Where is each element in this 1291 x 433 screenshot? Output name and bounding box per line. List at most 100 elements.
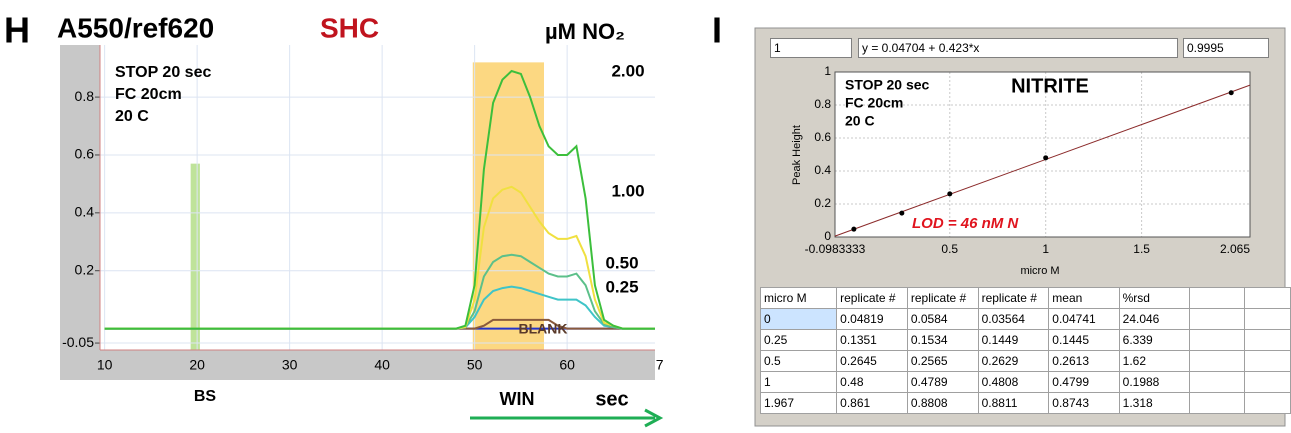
empty-cell <box>1188 308 1246 330</box>
series-label: BLANK <box>519 321 568 337</box>
y-axis-label: Peak Height <box>791 125 803 185</box>
empty-cell <box>1244 308 1291 330</box>
annotation: 20 C <box>845 113 875 129</box>
arrow-head <box>644 408 664 428</box>
table-cell: 0.4808 <box>977 371 1050 393</box>
y-tick-label: 0.6 <box>814 130 831 144</box>
table-cell: micro M <box>759 287 838 309</box>
band-label: WIN <box>500 389 535 409</box>
table-cell: 0.4789 <box>906 371 979 393</box>
x-tick-label: 30 <box>282 357 298 373</box>
table-cell: 0.03564 <box>977 308 1050 330</box>
empty-cell <box>1188 287 1246 309</box>
y-tick-label: 0.8 <box>75 88 95 104</box>
y-tick-label: 0.2 <box>814 196 831 210</box>
lod-label: LOD = 46 nM N <box>912 215 1019 232</box>
table-cell: 1.318 <box>1118 392 1190 414</box>
empty-cell <box>1244 392 1291 414</box>
panel-label: H <box>4 10 30 51</box>
point <box>1228 90 1234 96</box>
y-tick-label: 0.2 <box>75 261 95 277</box>
table-cell: 0.8808 <box>906 392 979 414</box>
empty-cell <box>1188 392 1246 414</box>
y-tick-label: 0.4 <box>75 204 95 220</box>
table-cell: 1.62 <box>1118 350 1190 372</box>
x-tick-label: 1 <box>1042 242 1049 256</box>
point <box>851 226 857 232</box>
chart-subtitle: SHC <box>320 12 379 43</box>
equation-field[interactable]: y = 0.04704 + 0.423*x <box>858 38 1178 58</box>
series-label: 1.00 <box>611 181 644 200</box>
table-cell: 0.8743 <box>1048 392 1120 414</box>
band-label: BS <box>194 388 217 405</box>
x-tick-label: 0.5 <box>941 242 958 256</box>
unit-label: µM NO₂ <box>545 19 625 44</box>
table-cell: 0.25 <box>759 329 838 351</box>
empty-cell <box>1244 371 1291 393</box>
table-cell: 0.1449 <box>977 329 1050 351</box>
x-tick-label: 2.065 <box>1220 242 1250 256</box>
table-cell: 0 <box>759 308 838 330</box>
r2-field[interactable]: 0.9995 <box>1183 38 1269 58</box>
series-line <box>104 69 655 330</box>
x-tick-label: 10 <box>97 357 113 373</box>
point <box>947 191 953 197</box>
series-label: 0.50 <box>605 253 638 272</box>
table-cell: 0.2565 <box>906 350 979 372</box>
table-cell: 0.1351 <box>836 329 908 351</box>
table-cell: replicate # <box>836 287 908 309</box>
x-tick-label: -0.0983333 <box>805 242 866 256</box>
table-cell: 24.046 <box>1118 308 1190 330</box>
order-field[interactable]: 1 <box>770 38 852 58</box>
x-tick-label: 60 <box>559 357 575 373</box>
y-tick-label: -0.05 <box>62 334 94 350</box>
table-cell: replicate # <box>906 287 979 309</box>
x-unit: sec <box>595 388 628 410</box>
y-tick-label: 1 <box>824 64 831 78</box>
plot-border <box>834 71 1251 238</box>
y-tick-label: 0.4 <box>814 163 831 177</box>
point <box>1043 155 1049 161</box>
chart-title: NITRITE <box>1011 75 1089 97</box>
band <box>190 163 200 350</box>
y-tick-label: 0.8 <box>814 97 831 111</box>
table-cell: 0.4799 <box>1048 371 1120 393</box>
table-row: 0.5 0.2645 0.2565 0.2629 0.2613 1.62 <box>759 350 1291 372</box>
annotation: FC 20cm <box>845 95 903 111</box>
empty-cell <box>1188 371 1246 393</box>
table-row: 0 0.04819 0.0584 0.03564 0.04741 24.046 <box>759 308 1291 330</box>
x-tick-label: 40 <box>374 357 390 373</box>
table-cell: 0.1988 <box>1118 371 1190 393</box>
annotation: STOP 20 sec <box>845 77 930 93</box>
plot-area <box>835 72 1250 237</box>
table-cell: 6.339 <box>1118 329 1190 351</box>
series-label: 2.00 <box>611 61 644 80</box>
table-cell: 0.04741 <box>1048 308 1120 330</box>
table-cell: 0.861 <box>836 392 908 414</box>
table-cell: 0.2629 <box>977 350 1050 372</box>
x-axis-label: micro M <box>1020 265 1059 277</box>
table-cell: 0.04819 <box>836 308 908 330</box>
table-cell: 0.8811 <box>977 392 1050 414</box>
table-cell: %rsd <box>1118 287 1190 309</box>
table-cell: 0.2613 <box>1048 350 1120 372</box>
table-cell: 0.5 <box>759 350 838 372</box>
empty-cell <box>1244 287 1291 309</box>
x-tick-label: 20 <box>189 357 205 373</box>
annotation: 20 C <box>115 108 149 125</box>
table-cell: 0.48 <box>836 371 908 393</box>
fit-line <box>834 84 1251 237</box>
table-cell: mean <box>1048 287 1120 309</box>
band <box>472 62 544 351</box>
series-label: 0.25 <box>605 277 638 296</box>
y-tick-label: 0 <box>824 229 831 243</box>
table-cell: 0.1445 <box>1048 329 1120 351</box>
panel-label: I <box>712 10 722 51</box>
table-cell: replicate # <box>977 287 1050 309</box>
x-tick-label: 1.5 <box>1133 242 1150 256</box>
x-tick-label: 50 <box>467 357 483 373</box>
